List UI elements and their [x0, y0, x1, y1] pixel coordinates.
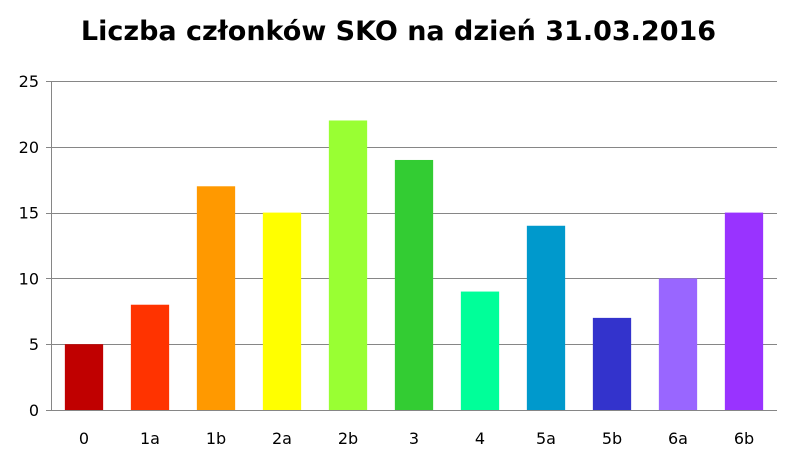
x-tick-label: 3	[409, 429, 419, 448]
x-tick-labels: 0 1a 1b 2a 2b 3 4 5a 5b 6a 6b	[79, 429, 754, 448]
bar	[658, 278, 698, 410]
y-tick-label: 20	[19, 138, 39, 157]
x-tick-label: 5a	[536, 429, 556, 448]
x-tick-label: 6b	[734, 429, 754, 448]
bar	[262, 212, 302, 410]
bar	[196, 186, 236, 410]
bar	[328, 120, 368, 410]
bar	[724, 212, 764, 410]
bar	[592, 317, 632, 410]
y-tick-label: 5	[29, 335, 39, 354]
bar	[394, 159, 434, 410]
bar	[526, 225, 566, 410]
bar	[460, 291, 500, 410]
x-tick-label: 2b	[338, 429, 358, 448]
x-tick-label: 4	[475, 429, 485, 448]
x-tick-label: 0	[79, 429, 89, 448]
bar	[130, 304, 170, 410]
axes	[46, 81, 777, 411]
x-tick-label: 5b	[602, 429, 622, 448]
x-tick-label: 1b	[206, 429, 226, 448]
x-tick-label: 1a	[140, 429, 160, 448]
x-tick-label: 2a	[272, 429, 292, 448]
y-tick-labels: 0 5 10 15 20 25	[19, 72, 39, 420]
bar	[64, 344, 104, 410]
x-tick-label: 6a	[668, 429, 688, 448]
y-tick-label: 25	[19, 72, 39, 91]
chart-title: Liczba członków SKO na dzień 31.03.2016	[80, 16, 717, 47]
bars	[64, 120, 764, 410]
y-tick-label: 15	[19, 204, 39, 223]
y-tick-label: 0	[29, 401, 39, 420]
y-tick-label: 10	[19, 269, 39, 288]
